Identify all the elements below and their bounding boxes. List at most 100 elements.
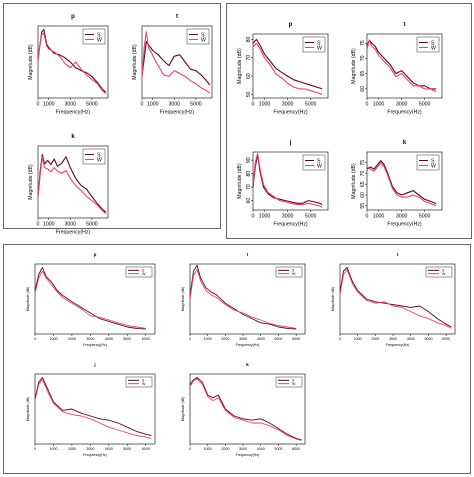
x-axis-label: Frequency(Hz) [387,221,422,227]
legend-label-w: W [317,163,322,169]
chart-title: j [93,362,95,367]
x-tick-label: 3000 [65,102,77,108]
x-tick-label: 0 [189,447,191,451]
chart-5: j 0 1000 3000 5000 60 70 80 90 Frequency(Hz) Magni… [237,140,329,227]
legend-label-w: W [431,45,436,51]
y-axis-label: Magnitude (dB) [28,164,34,200]
plot-frame [141,25,213,99]
x-tick-label: 2000 [371,337,379,341]
x-tick-label: 3000 [86,337,94,341]
x-tick-label: 5000 [86,222,98,228]
legend-label-s: S [142,269,145,273]
y-tick-label: 70 [246,55,252,61]
chart-6: k 0 1000 3000 5000 55 60 65 70 75 Frequency(Hz) Mag… [351,140,443,227]
series-line-w [34,270,146,329]
x-tick-label: 6000 [142,337,150,341]
bottom-panel [3,244,471,474]
legend-box [186,28,210,45]
series-line-s [34,267,146,330]
legend-label-w: W [431,163,436,169]
chart-title: j [289,140,292,146]
y-tick-label: 60 [360,86,366,92]
legend-box [82,148,106,165]
series-line-s [37,154,107,213]
chart-title: k [246,362,249,367]
x-tick-label: 6000 [292,447,300,451]
y-axis-label: Magnitude (dB) [28,44,34,80]
legend-label-s: S [431,40,435,46]
x-tick-label: 4000 [105,447,113,451]
y-tick-label: 50 [246,91,252,97]
chart-11: k 0 1000 2000 3000 4000 5000 6000 Frequency(Hz) M… [181,362,306,457]
chart-title: p [289,22,293,28]
plot-frame [339,263,456,335]
chart-title: p [94,252,97,257]
y-tick-label: 75 [360,40,366,46]
series-line-w [37,32,107,95]
legend-label-w: W [142,272,146,276]
x-tick-label: 3000 [389,337,397,341]
x-tick-label: 6000 [442,337,450,341]
legend-label-s: S [442,269,445,273]
x-axis-label: Frequency(Hz) [387,109,422,115]
y-axis-label: Magnitude (dB) [26,287,30,312]
x-tick-label: 1000 [204,447,212,451]
chart-title: t [397,252,399,257]
x-tick-label: 1000 [49,337,57,341]
series-line-s [189,377,302,441]
legend-box [416,36,440,53]
x-tick-label: 4000 [257,337,265,341]
legend-label-w: W [317,45,322,51]
x-tick-label: 5000 [419,214,431,220]
x-tick-label: 0 [339,337,341,341]
x-tick-label: 3000 [86,447,94,451]
y-tick-label: 65 [360,71,366,77]
x-tick-label: 5000 [190,102,202,108]
legend-label-s: S [292,269,295,273]
series-line-w [252,42,323,95]
x-tick-label: 1000 [204,337,212,341]
x-tick-label: 2000 [221,337,229,341]
series-line-s [141,41,211,86]
legend-label-s: S [292,379,295,383]
x-tick-label: 0 [366,214,369,220]
x-axis-label: Frequency(Hz) [386,343,410,347]
chart-7: p 0 1000 2000 3000 4000 5000 6000 Frequency(Hz) M… [26,252,156,347]
y-axis-label: Magnitude (dB) [181,287,185,312]
x-tick-label: 0 [252,102,255,108]
x-axis-label: Frequency(Hz) [56,109,91,115]
series-line-w [37,156,107,215]
x-tick-label: 3000 [169,102,181,108]
series-line-s [366,39,437,90]
x-axis-label: Frequency(Hz) [236,343,260,347]
x-tick-label: 1000 [259,214,271,220]
legend-label-w: W [201,37,206,43]
legend-label-w: W [292,272,296,276]
x-tick-label: 0 [34,337,36,341]
x-tick-label: 2000 [68,337,76,341]
y-tick-label: 65 [360,181,366,187]
plot-frame [252,33,329,99]
legend-box [425,266,453,278]
chart-title: t [176,14,178,20]
x-tick-label: 1000 [373,214,385,220]
plot-frame [34,373,156,445]
plot-frame [37,145,109,219]
x-tick-label: 3000 [239,447,247,451]
x-axis-label: Frequency(Hz) [273,221,308,227]
legend-label-s: S [97,152,101,158]
x-tick-label: 0 [366,102,369,108]
legend-box [302,36,326,53]
x-tick-label: 1000 [259,102,271,108]
x-tick-label: 5000 [123,337,131,341]
chart-3: p 0 1000 3000 5000 50 60 70 80 Frequency(Hz) Magni… [237,22,329,115]
chart-8: t 0 1000 2000 3000 4000 5000 6000 Frequency(Hz) M… [181,252,306,347]
top-left-panel [3,3,221,229]
y-tick-label: 75 [360,160,366,166]
chart-title: k [71,134,75,140]
x-tick-label: 1000 [147,102,159,108]
x-tick-label: 3000 [239,337,247,341]
x-tick-label: 0 [189,337,191,341]
